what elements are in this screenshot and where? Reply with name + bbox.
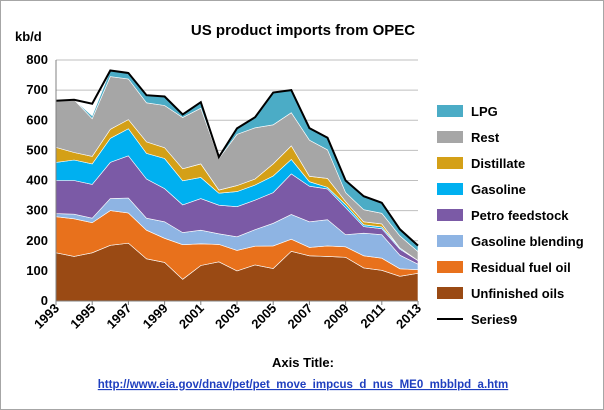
y-unit-label: kb/d xyxy=(15,29,42,44)
legend-swatch-lpg xyxy=(437,105,463,117)
source-link[interactable]: http://www.eia.gov/dnav/pet/pet_move_imp… xyxy=(98,379,508,391)
legend-label-series9: Series9 xyxy=(471,312,517,327)
legend-label-lpg: LPG xyxy=(471,104,498,119)
legend-label-gasoline-blending: Gasoline blending xyxy=(471,234,584,249)
legend-label-rest: Rest xyxy=(471,130,500,145)
legend-label-gasoline: Gasoline xyxy=(471,182,526,197)
x-tick-label: 1995 xyxy=(67,301,98,332)
x-tick-label: 2007 xyxy=(284,301,315,332)
x-tick-label: 2009 xyxy=(321,301,352,332)
legend-label-distillate: Distillate xyxy=(471,156,525,171)
y-tick-label: 600 xyxy=(26,112,48,127)
x-tick-labels: 1993 1995 1997 1999 2001 2003 2005 2007 2009 2011… xyxy=(31,301,424,332)
x-tick-label: 1999 xyxy=(140,301,171,332)
y-tick-label: 200 xyxy=(26,233,48,248)
legend: LPG Rest Distillate Gasoline Petro feedstock… xyxy=(437,104,584,327)
x-tick-label: 1993 xyxy=(31,301,62,332)
x-tick-label: 2013 xyxy=(393,301,424,332)
x-axis-title: Axis Title: xyxy=(272,355,334,370)
legend-label-residual-fuel-oil: Residual fuel oil xyxy=(471,260,571,275)
legend-swatch-distillate xyxy=(437,157,463,169)
legend-swatch-gasoline-blending xyxy=(437,235,463,247)
x-tick-label: 1997 xyxy=(103,301,134,332)
x-tick-label: 2011 xyxy=(357,301,388,332)
legend-swatch-residual-fuel-oil xyxy=(437,261,463,273)
y-tick-label: 500 xyxy=(26,142,48,157)
y-tick-label: 100 xyxy=(26,263,48,278)
y-tick-label: 700 xyxy=(26,82,48,97)
stacked-areas xyxy=(55,70,419,302)
y-tick-label: 0 xyxy=(41,293,48,308)
x-tick-label: 2003 xyxy=(212,301,243,332)
legend-label-petro-feedstock: Petro feedstock xyxy=(471,208,569,223)
total-line-group xyxy=(55,69,419,247)
y-tick-label: 400 xyxy=(26,173,48,188)
legend-swatch-petro-feedstock xyxy=(437,209,463,221)
chart-title: US product imports from OPEC xyxy=(191,22,415,39)
legend-label-unfinished-oils: Unfinished oils xyxy=(471,286,564,301)
x-tick-label: 2001 xyxy=(176,301,207,332)
legend-swatch-unfinished-oils xyxy=(437,287,463,299)
y-tick-labels: 0 100 200 300 400 500 600 700 800 xyxy=(26,52,48,308)
legend-swatch-rest xyxy=(437,131,463,143)
x-tick-label: 2005 xyxy=(248,301,279,332)
y-tick-label: 300 xyxy=(26,203,48,218)
legend-swatch-gasoline xyxy=(437,183,463,195)
total-line xyxy=(55,69,419,247)
y-tick-label: 800 xyxy=(26,52,48,67)
